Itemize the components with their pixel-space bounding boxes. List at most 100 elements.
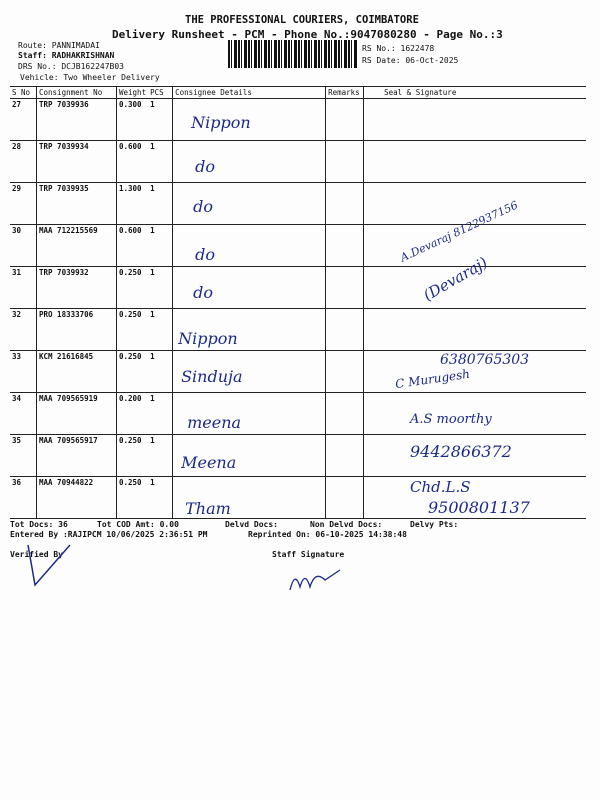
col-weight: Weight xyxy=(116,86,149,99)
consignment-cell: TRP 7039935 xyxy=(36,182,117,225)
pcs-cell: 1 xyxy=(148,98,174,141)
consignee-cell: do xyxy=(172,140,327,183)
consignment-cell: MAA 70944822 xyxy=(36,476,117,519)
consignee-cell: Nippon xyxy=(172,308,327,351)
weight-cell: 0.600 xyxy=(116,224,149,267)
remarks-cell xyxy=(325,392,365,435)
consignee-cell: meena xyxy=(172,392,327,435)
pcs-cell: 1 xyxy=(148,140,174,183)
total-docs: Tot Docs: 36 xyxy=(10,520,68,529)
entered-by: Entered By :RAJIPCM 10/06/2025 2:36:51 P… xyxy=(10,530,208,539)
weight-cell: 0.600 xyxy=(116,140,149,183)
pcs-cell: 1 xyxy=(148,476,174,519)
weight-cell: 0.250 xyxy=(116,308,149,351)
remarks-cell xyxy=(325,140,365,183)
barcode xyxy=(228,40,358,68)
consignee-cell: Meena xyxy=(172,434,327,477)
handwritten-consignee: do xyxy=(193,197,213,216)
pcs-cell: 1 xyxy=(148,434,174,477)
handwritten-phone: 9500801137 xyxy=(428,498,530,517)
pcs-cell: 1 xyxy=(148,308,174,351)
verifier-signature xyxy=(27,544,71,587)
col-consignment: Consignment No xyxy=(36,86,117,99)
route: Route: PANNIMADAI xyxy=(18,41,100,50)
sno-cell: 34 xyxy=(10,392,37,435)
consignment-cell: MAA 709565919 xyxy=(36,392,117,435)
weight-cell: 0.250 xyxy=(116,266,149,309)
consignee-cell: do xyxy=(172,224,327,267)
sno-cell: 30 xyxy=(10,224,37,267)
reprinted-on: Reprinted On: 06-10-2025 14:38:48 xyxy=(248,530,407,539)
table-row: 28 TRP 7039934 0.600 1 do xyxy=(10,140,587,183)
company-name: THE PROFESSIONAL COURIERS, COIMBATORE xyxy=(185,14,419,26)
staff-signature xyxy=(289,569,341,591)
weight-cell: 0.200 xyxy=(116,392,149,435)
handwritten-consignee: Meena xyxy=(181,453,237,472)
weight-cell: 1.300 xyxy=(116,182,149,225)
seal-cell xyxy=(363,182,587,225)
handwritten-consignee: do xyxy=(195,157,215,176)
rs-date: RS Date: 06-Oct-2025 xyxy=(362,56,459,65)
sno-cell: 31 xyxy=(10,266,37,309)
col-consignee: Consignee Details xyxy=(172,86,327,99)
consignee-cell: Nippon xyxy=(172,98,327,141)
sno-cell: 35 xyxy=(10,434,37,477)
col-seal: Seal & Signature xyxy=(363,86,587,99)
table-row: 36 MAA 70944822 0.250 1 Tham xyxy=(10,476,587,519)
vehicle: Vehicle: Two Wheeler Delivery xyxy=(20,73,160,82)
handwritten-consignee: do xyxy=(195,245,215,264)
remarks-cell xyxy=(325,224,365,267)
seal-cell xyxy=(363,140,587,183)
consignee-cell: Sinduja xyxy=(172,350,327,393)
handwritten-consignee: Nippon xyxy=(178,329,238,348)
consignment-cell: MAA 712215569 xyxy=(36,224,117,267)
consignee-cell: do xyxy=(172,182,327,225)
col-remarks: Remarks xyxy=(325,86,365,99)
seal-cell xyxy=(363,98,587,141)
sno-cell: 28 xyxy=(10,140,37,183)
staff: Staff: RADHAKRISHNAN xyxy=(18,51,115,60)
consignment-cell: KCM 21616845 xyxy=(36,350,117,393)
verified-by-label: Verified By xyxy=(10,550,63,559)
weight-cell: 0.300 xyxy=(116,98,149,141)
consignment-cell: TRP 7039932 xyxy=(36,266,117,309)
remarks-cell xyxy=(325,98,365,141)
remarks-cell xyxy=(325,476,365,519)
handwritten-signature: Chd.L.S xyxy=(410,478,471,496)
weight-cell: 0.250 xyxy=(116,350,149,393)
total-cod: Tot COD Amt: 0.00 xyxy=(97,520,179,529)
handwritten-consignee: Sinduja xyxy=(181,367,243,386)
table-row: 31 TRP 7039932 0.250 1 do xyxy=(10,266,587,309)
remarks-cell xyxy=(325,350,365,393)
pcs-cell: 1 xyxy=(148,266,174,309)
handwritten-consignee: Tham xyxy=(185,499,231,518)
consignee-cell: Tham xyxy=(172,476,327,519)
consignment-cell: TRP 7039934 xyxy=(36,140,117,183)
pcs-cell: 1 xyxy=(148,350,174,393)
non-delivered-docs: Non Delvd Docs: xyxy=(310,520,383,529)
table-row: 32 PRO 18333706 0.250 1 Nippon xyxy=(10,308,587,351)
seal-cell xyxy=(363,392,587,435)
handwritten-phone: 9442866372 xyxy=(410,442,512,461)
consignment-cell: PRO 18333706 xyxy=(36,308,117,351)
delivery-points: Delvy Pts: xyxy=(410,520,459,529)
handwritten-phone: 6380765303 xyxy=(440,352,530,368)
sno-cell: 36 xyxy=(10,476,37,519)
remarks-cell xyxy=(325,308,365,351)
table-row: 30 MAA 712215569 0.600 1 do xyxy=(10,224,587,267)
remarks-cell xyxy=(325,434,365,477)
remarks-cell xyxy=(325,182,365,225)
handwritten-consignee: do xyxy=(193,283,213,302)
rs-number: RS No.: 1622478 xyxy=(362,44,435,53)
table-row: 34 MAA 709565919 0.200 1 meena xyxy=(10,392,587,435)
weight-cell: 0.250 xyxy=(116,434,149,477)
handwritten-signature: A.S moorthy xyxy=(410,412,492,427)
table-row: 29 TRP 7039935 1.300 1 do xyxy=(10,182,587,225)
staff-signature-label: Staff Signature xyxy=(272,550,345,559)
drs-number: DRS No.: DCJB162247B03 xyxy=(18,62,124,71)
consignment-cell: MAA 709565917 xyxy=(36,434,117,477)
table-row: 33 KCM 21616845 0.250 1 Sinduja xyxy=(10,350,587,393)
sno-cell: 33 xyxy=(10,350,37,393)
weight-cell: 0.250 xyxy=(116,476,149,519)
